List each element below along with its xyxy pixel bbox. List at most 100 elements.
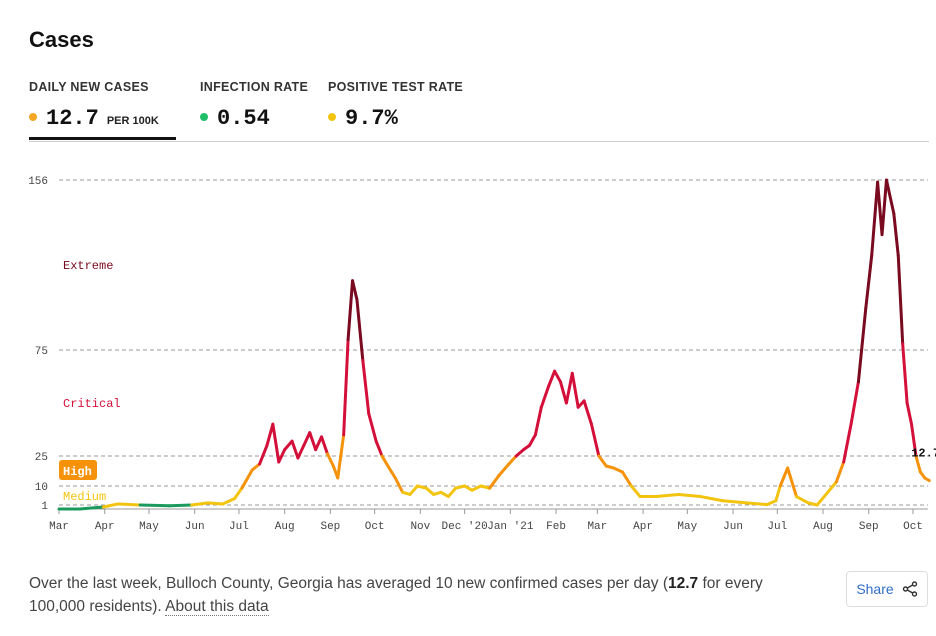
series-segment	[896, 254, 905, 346]
series-segment	[721, 499, 748, 505]
series-segment	[470, 484, 483, 492]
series-segment	[849, 380, 860, 426]
x-tick-label: Mar	[587, 521, 607, 533]
series-segment	[589, 422, 601, 458]
series-segment	[842, 422, 853, 464]
series-segment	[892, 212, 900, 258]
metric-value: 9.7%	[345, 106, 398, 131]
series-segment	[277, 448, 287, 464]
series-segment	[528, 433, 537, 447]
x-tick-label: Sep	[320, 521, 340, 533]
metric-infection-rate[interactable]: INFECTION RATE 0.54	[200, 80, 308, 131]
series-segment	[233, 486, 244, 501]
x-tick-label: Jul	[767, 521, 787, 533]
x-tick-label: Jun	[185, 521, 205, 533]
green-dot-icon	[200, 113, 208, 121]
zone-label-critical: Critical	[63, 397, 121, 411]
series-segment	[296, 443, 306, 460]
series-segment	[834, 460, 846, 484]
series-segment	[778, 466, 790, 488]
series-segment	[408, 484, 419, 496]
series-segment	[507, 454, 518, 466]
series-segment	[699, 495, 725, 503]
y-tick-label: 1	[41, 501, 48, 513]
series-segment	[361, 359, 371, 416]
series-segment	[564, 371, 574, 405]
series-segment	[597, 454, 608, 468]
series-segment	[446, 486, 458, 499]
zone-label-medium: Medium	[63, 490, 106, 504]
series-segment	[101, 502, 120, 509]
series-segment	[870, 180, 880, 258]
series-segment	[553, 369, 562, 384]
series-segment	[415, 484, 428, 490]
series-segment	[367, 412, 378, 443]
series-segment	[497, 462, 511, 478]
series-segment	[880, 178, 888, 237]
y-tick-label: 10	[35, 482, 48, 494]
x-tick-label: May	[677, 521, 697, 533]
x-tick-label: Mar	[49, 521, 69, 533]
metric-daily-new-cases[interactable]: DAILY NEW CASES 12.7 PER 100K	[29, 80, 159, 131]
x-tick-label: Jan '21	[487, 521, 534, 533]
series-segment	[336, 433, 346, 480]
series-segment	[386, 464, 397, 480]
series-segment	[424, 486, 436, 496]
latest-value-label: 12.7	[911, 447, 936, 461]
active-tab-indicator	[29, 137, 176, 140]
x-tick-label: Aug	[813, 521, 833, 533]
yellow-dot-icon	[328, 113, 336, 121]
series-segment	[901, 342, 909, 405]
x-tick-label: Jul	[229, 521, 249, 533]
series-segment	[302, 431, 312, 447]
series-segment	[488, 474, 501, 490]
series-segment	[290, 439, 300, 460]
series-segment	[355, 298, 365, 363]
series-segment	[351, 279, 359, 302]
series-segment	[676, 492, 703, 499]
x-tick-label: Jun	[723, 521, 743, 533]
series-segment	[806, 501, 819, 507]
series-segment	[116, 502, 142, 507]
zone-badge-high	[59, 460, 97, 480]
series-segment	[539, 384, 551, 409]
summary-text: Over the last week, Bulloch County, Geor…	[29, 575, 763, 616]
page-title: Cases	[29, 27, 94, 52]
x-tick-label: Aug	[275, 521, 295, 533]
share-button[interactable]: Share	[846, 571, 928, 607]
zone-label-extreme: Extreme	[63, 259, 113, 273]
series-segment	[620, 470, 633, 488]
series-segment	[910, 422, 918, 458]
series-segment	[380, 454, 390, 468]
y-tick-label: 156	[28, 176, 48, 188]
series-segment	[78, 505, 105, 511]
series-segment	[856, 306, 868, 384]
series-segment	[629, 484, 642, 499]
metric-label: POSITIVE TEST RATE	[328, 80, 464, 94]
series-segment	[190, 501, 210, 507]
series-segment	[346, 279, 355, 342]
about-data-link[interactable]: About this data	[165, 598, 269, 616]
series-segment	[570, 371, 580, 409]
series-segment	[654, 492, 680, 499]
series-segment	[884, 178, 896, 216]
series-segment	[794, 495, 810, 505]
metric-positive-test-rate[interactable]: POSITIVE TEST RATE 9.7%	[328, 80, 463, 131]
series-segment	[864, 254, 874, 310]
divider	[29, 141, 929, 142]
series-segment	[914, 454, 922, 474]
series-segment	[454, 484, 467, 490]
series-segment	[206, 501, 225, 506]
x-tick-label: May	[139, 521, 159, 533]
x-tick-label: Dec '20	[442, 521, 488, 533]
series-segment	[533, 405, 543, 437]
metric-label: INFECTION RATE	[200, 80, 309, 94]
series-segment	[824, 480, 838, 496]
series-segment	[221, 497, 237, 506]
series-segment	[514, 448, 526, 458]
x-tick-label: Apr	[633, 521, 653, 533]
series-segment	[258, 443, 269, 466]
series-segment	[765, 499, 778, 507]
share-icon	[902, 581, 917, 597]
metric-unit: PER 100K	[106, 115, 159, 127]
